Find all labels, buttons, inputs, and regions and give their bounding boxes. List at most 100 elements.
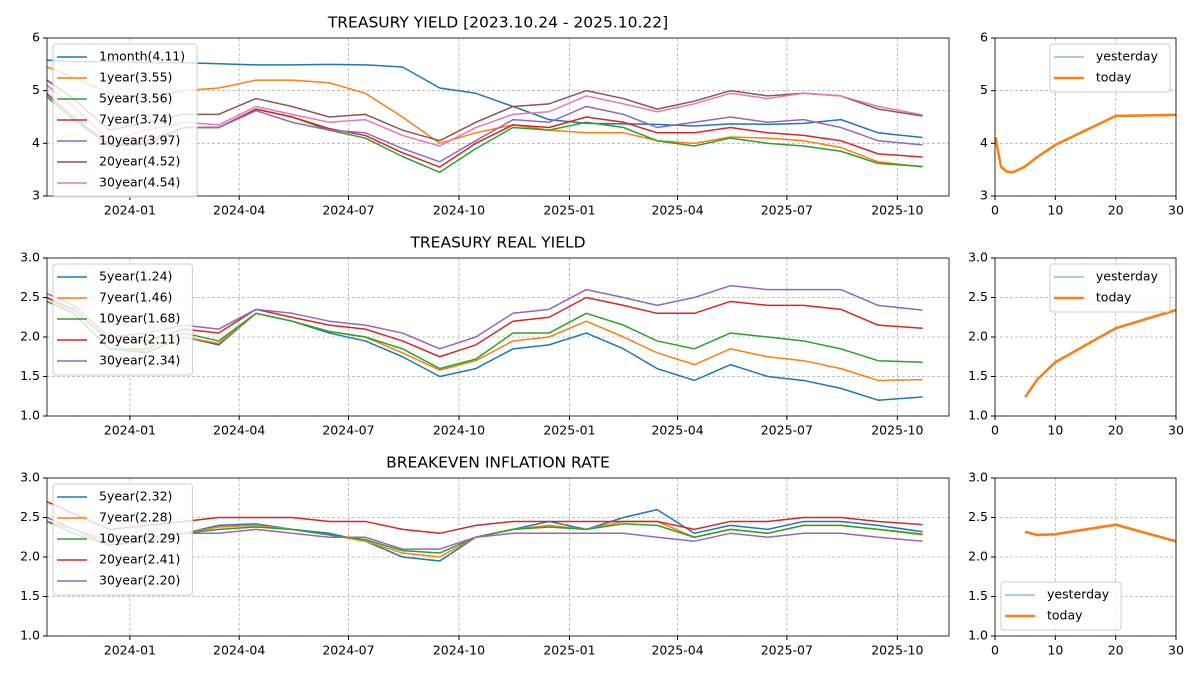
legend-box (52, 43, 198, 198)
x-tick-label: 2025-01 (543, 203, 595, 218)
x-tick-label: 2024-10 (433, 203, 485, 218)
x-tick-label: 2025-04 (651, 203, 703, 218)
x-tick-label: 2025-10 (871, 203, 923, 218)
y-tick-label: 3.0 (968, 250, 988, 265)
legend-label: 5year(2.32) (99, 489, 172, 504)
legend-label: 5year(3.56) (99, 91, 172, 106)
y-tick-label: 1.0 (20, 408, 40, 423)
legend-label: 20year(2.11) (99, 332, 180, 347)
y-tick-label: 1.0 (20, 628, 40, 643)
y-tick-label: 1.5 (20, 588, 40, 603)
x-tick-label: 2024-10 (433, 643, 485, 658)
x-tick-label: 2025-07 (761, 423, 813, 438)
x-tick-label: 2024-04 (213, 423, 265, 438)
y-tick-label: 3.0 (968, 470, 988, 485)
x-tick-label: 30 (1168, 203, 1184, 218)
axes-frame (46, 477, 950, 637)
x-tick-label: 2025-04 (651, 423, 703, 438)
x-tick-label: 2025-01 (543, 643, 595, 658)
legend-label: 5year(1.24) (99, 269, 172, 284)
y-tick-label: 5 (980, 82, 988, 97)
panel: 3 4 5 6 2024-01 2024-04 2024-07 2024-10 2025-01 2… (32, 14, 950, 218)
y-tick-label: 3.0 (20, 470, 40, 485)
legend-label: 10year(3.97) (99, 133, 180, 148)
y-tick-label: 1.5 (20, 368, 40, 383)
legend: 5year(1.24) 7year(1.46) 10year(1.68) 20year… (52, 263, 193, 376)
legend-label: 7year(3.74) (99, 112, 172, 127)
x-tick-label: 2025-07 (761, 643, 813, 658)
legend-label: 7year(2.28) (99, 510, 172, 525)
y-tick-label: 5 (32, 82, 40, 97)
y-tick-label: 2.5 (968, 289, 988, 304)
panel: 3 4 5 6 0 10 20 30 yesterday today (980, 30, 1184, 218)
series-line (1024, 308, 1177, 398)
legend-label: 30year(2.20) (99, 573, 180, 588)
y-tick-label: 2.5 (968, 509, 988, 524)
y-tick-label: 3 (980, 188, 988, 203)
series-line (994, 113, 1177, 174)
chart-title: TREASURY REAL YIELD (409, 234, 585, 252)
y-tick-label: 1.0 (968, 628, 988, 643)
y-tick-label: 6 (32, 30, 40, 45)
x-tick-label: 2025-04 (651, 643, 703, 658)
y-tick-label: 3 (32, 188, 40, 203)
y-tick-label: 1.5 (968, 368, 988, 383)
legend-label: 1year(3.55) (99, 70, 172, 85)
chart-title: BREAKEVEN INFLATION RATE (386, 454, 610, 472)
y-tick-label: 2.0 (20, 329, 40, 344)
legend-label: 30year(4.54) (99, 175, 180, 190)
x-tick-label: 2024-04 (213, 643, 265, 658)
legend-label: 1month(4.11) (99, 49, 185, 64)
legend: 1month(4.11) 1year(3.55) 5year(3.56) 7year(… (52, 43, 198, 198)
y-tick-label: 2.5 (20, 509, 40, 524)
legend-box (52, 483, 193, 596)
x-tick-label: 20 (1108, 203, 1124, 218)
legend-label: 7year(1.46) (99, 290, 172, 305)
axes-frame (994, 37, 1177, 197)
y-tick-label: 4 (980, 135, 988, 150)
legend-label: today (1047, 608, 1083, 623)
x-tick-label: 10 (1047, 203, 1063, 218)
legend-label: 10year(2.29) (99, 531, 180, 546)
y-tick-label: 3.0 (20, 250, 40, 265)
y-tick-label: 1.0 (968, 408, 988, 423)
axes-frame (994, 257, 1177, 417)
legend-box (52, 263, 193, 376)
y-tick-label: 6 (980, 30, 988, 45)
legend: yesterday today (1000, 581, 1122, 631)
y-tick-label: 2.0 (20, 549, 40, 564)
x-tick-label: 2024-07 (322, 643, 374, 658)
x-tick-label: 2025-10 (871, 643, 923, 658)
x-tick-label: 30 (1168, 423, 1184, 438)
legend-box (1049, 43, 1171, 93)
legend-label: 20year(2.41) (99, 552, 180, 567)
legend: 5year(2.32) 7year(2.28) 10year(2.29) 20year… (52, 483, 193, 596)
x-tick-label: 2024-07 (322, 203, 374, 218)
x-tick-label: 2024-01 (104, 643, 156, 658)
axes-frame (46, 257, 950, 417)
x-tick-label: 2025-07 (761, 203, 813, 218)
y-tick-label: 2.0 (968, 549, 988, 564)
axes-frame (994, 477, 1177, 637)
legend-label: yesterday (1096, 269, 1159, 284)
x-tick-label: 2024-10 (433, 423, 485, 438)
x-tick-label: 2024-01 (104, 203, 156, 218)
x-tick-label: 2024-04 (213, 203, 265, 218)
x-tick-label: 20 (1108, 423, 1124, 438)
legend-label: yesterday (1047, 587, 1110, 602)
y-tick-label: 4 (32, 135, 40, 150)
x-tick-label: 20 (1108, 643, 1124, 658)
legend-label: 10year(1.68) (99, 311, 180, 326)
panel: 1.0 1.5 2.0 2.5 3.0 0 10 20 30 yesterday today (968, 250, 1184, 438)
legend-box (1049, 263, 1171, 313)
axes-frame (46, 37, 950, 197)
legend-label: 20year(4.52) (99, 154, 180, 169)
legend-box (1000, 581, 1122, 631)
x-tick-label: 0 (991, 643, 999, 658)
panel: 1.0 1.5 2.0 2.5 3.0 0 10 20 30 yesterday today (968, 470, 1184, 658)
panel: 1.0 1.5 2.0 2.5 3.0 2024-01 2024-04 2024-07 2024… (20, 234, 950, 438)
legend-label: 30year(2.34) (99, 353, 180, 368)
legend: yesterday today (1049, 43, 1171, 93)
x-tick-label: 2025-10 (871, 423, 923, 438)
